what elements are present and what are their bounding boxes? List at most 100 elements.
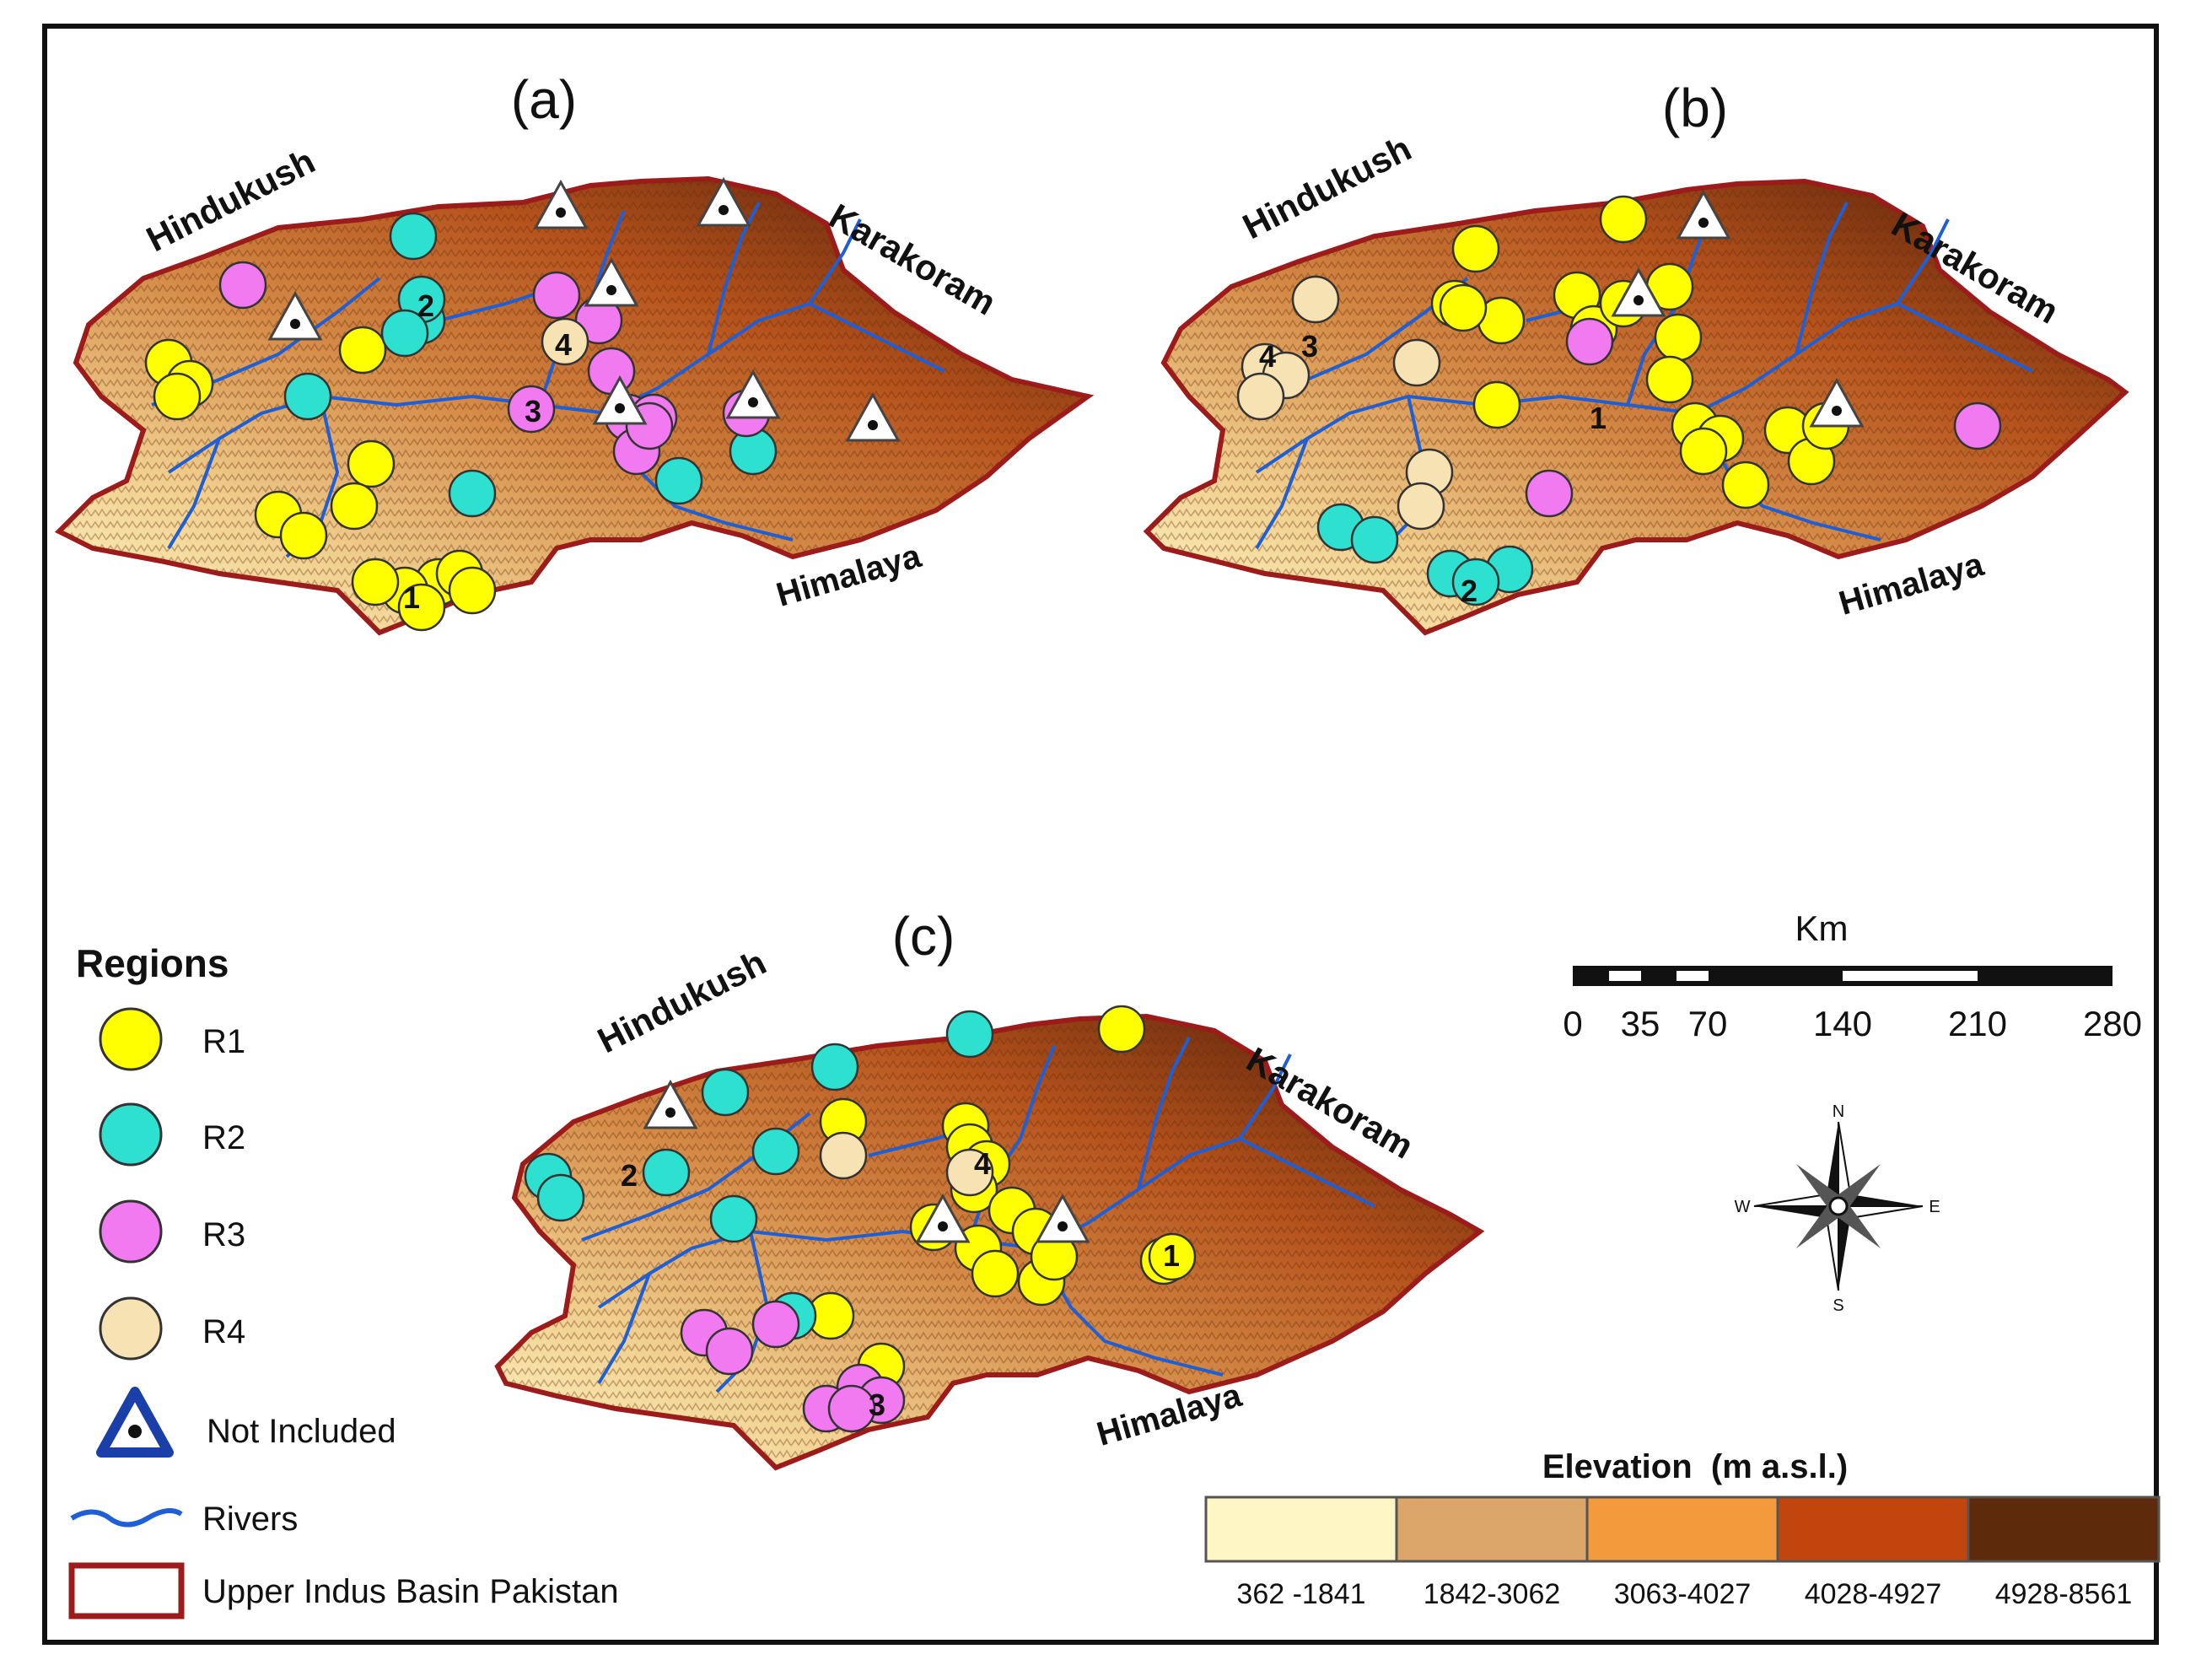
dot-icon — [748, 397, 758, 407]
station-r2 — [389, 212, 438, 261]
legend-item-basin: Upper Indus Basin Pakistan — [68, 1562, 619, 1619]
legend-item-r2: R2 — [99, 1102, 245, 1167]
r3-marker — [99, 1199, 163, 1264]
map-panel-a: (a) Hindukush Karakoram — [54, 69, 1095, 636]
station-r4 — [819, 1131, 868, 1180]
dot-icon — [1058, 1221, 1068, 1231]
elevation-class-swatch — [1585, 1495, 1779, 1563]
region-number: 4 — [974, 1146, 991, 1181]
station-r3 — [827, 1384, 876, 1433]
compass-center — [1828, 1196, 1849, 1216]
elevation-class-label: 362 -1841 — [1236, 1578, 1365, 1610]
map-panel-c: (c) Hindukush Karakoram — [494, 906, 1485, 1471]
river-line-icon — [70, 1508, 183, 1528]
station-r2 — [283, 372, 332, 421]
legend-title: Regions — [76, 941, 229, 985]
dot-icon — [606, 285, 616, 295]
compass-s: S — [1833, 1296, 1843, 1315]
legend-item-not-included: Not Included — [96, 1387, 396, 1458]
elevation-class-label: 3063-4027 — [1614, 1578, 1752, 1610]
region-number: 1 — [1163, 1238, 1180, 1273]
elevation-class-label: 4028-4927 — [1805, 1578, 1942, 1610]
not-included-triangle-icon — [725, 369, 781, 419]
station-r3 — [705, 1327, 754, 1376]
scale-tick: 0 — [1563, 1004, 1582, 1043]
station-r4 — [1392, 338, 1441, 387]
not-included-triangle-icon — [267, 290, 323, 341]
panel-label: (a) — [511, 69, 577, 130]
station-r2 — [1350, 515, 1399, 564]
station-r2 — [945, 1010, 994, 1059]
dot-icon — [128, 1425, 142, 1438]
r4-marker — [99, 1296, 163, 1361]
station-r3 — [1565, 317, 1614, 366]
compass-e: E — [1929, 1198, 1940, 1216]
legend-label: R2 — [202, 1119, 245, 1156]
elevation-class-swatch — [1204, 1495, 1398, 1563]
station-r1 — [1451, 224, 1500, 273]
region-number: 2 — [621, 1158, 638, 1193]
dot-icon — [1633, 295, 1644, 305]
station-r4 — [541, 317, 589, 366]
region-number: 3 — [1301, 329, 1318, 364]
not-included-triangle-icon — [592, 375, 648, 425]
station-r1 — [279, 511, 328, 560]
elevation-class-label: 1842-3062 — [1424, 1578, 1561, 1610]
dot-icon — [290, 319, 300, 329]
legend-item-r3: R3 — [99, 1199, 245, 1264]
mountain-label: Hindukush — [591, 942, 772, 1060]
figure-frame — [42, 24, 2159, 1645]
region-number: 4 — [1259, 339, 1276, 374]
scale-tick: 140 — [1813, 1004, 1872, 1043]
mountain-label: Himalaya — [1093, 1377, 1246, 1453]
scale-bar: Km 0 35 70 140 210 280 — [1563, 908, 2142, 1043]
elevation-legend: Elevation (m a.s.l.) 362 -1841 1842-3062 3… — [1204, 1448, 2161, 1610]
scale-segment — [1609, 971, 1641, 981]
station-r2 — [536, 1173, 585, 1222]
not-included-triangle-icon — [1611, 267, 1666, 317]
station-r2 — [709, 1194, 758, 1243]
station-r1 — [351, 558, 400, 606]
station-r2 — [642, 1148, 691, 1197]
station-r3 — [587, 347, 636, 396]
station-r1 — [347, 439, 396, 488]
dot-icon — [1832, 406, 1842, 416]
station-r1 — [448, 566, 497, 615]
legend-label: Upper Indus Basin Pakistan — [202, 1573, 619, 1610]
station-r1 — [971, 1249, 1020, 1298]
legend-label: Rivers — [202, 1501, 298, 1538]
legend-label: R4 — [202, 1313, 245, 1350]
station-r1 — [1472, 380, 1521, 429]
station-r2 — [448, 469, 497, 518]
station-r1 — [1097, 1005, 1146, 1054]
panel-label: (b) — [1662, 78, 1728, 138]
legend-label: R1 — [202, 1023, 245, 1060]
region-number: 3 — [525, 394, 541, 428]
panel-label: (c) — [892, 906, 955, 967]
legend-label: Not Included — [207, 1413, 396, 1450]
region-number: 1 — [1590, 401, 1607, 435]
basin-outline-icon — [68, 1562, 185, 1619]
station-r1 — [1645, 355, 1694, 404]
station-r2 — [701, 1068, 750, 1117]
compass-w: W — [1735, 1198, 1751, 1216]
r1-marker — [99, 1007, 163, 1071]
not-included-triangle-icon — [1676, 189, 1731, 240]
station-r2 — [1451, 558, 1500, 606]
not-included-triangle-icon — [845, 391, 901, 442]
legend-item-r4: R4 — [99, 1296, 245, 1361]
stations: 1 2 3 4 — [524, 1005, 1197, 1433]
station-r1 — [338, 326, 387, 375]
region-number: 3 — [869, 1388, 885, 1422]
station-r4 — [1397, 482, 1445, 531]
station-r3 — [532, 271, 581, 320]
not-included-triangle-icon — [1035, 1193, 1090, 1243]
mountain-label: Hindukush — [1236, 128, 1418, 246]
scale-tick: 70 — [1688, 1004, 1728, 1043]
